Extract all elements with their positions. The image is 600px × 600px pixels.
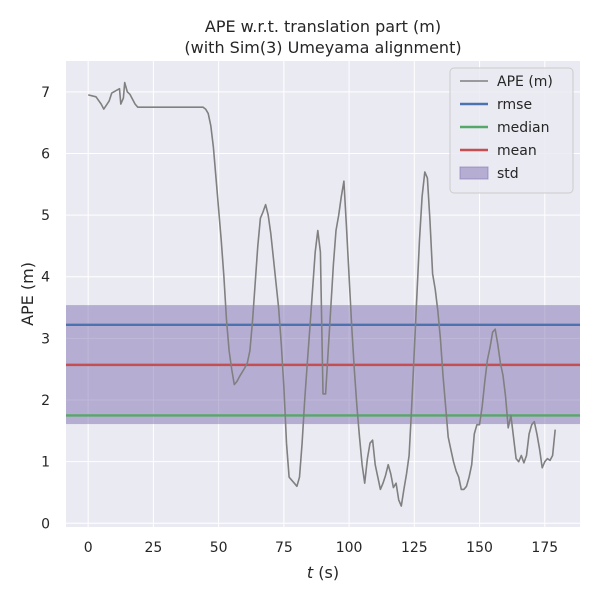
x-tick-label: 150 — [466, 540, 493, 556]
y-tick-label: 3 — [41, 331, 50, 347]
x-axis-unit: (s) — [313, 563, 339, 582]
x-tick-labels: 0 25 50 75 100 125 150 175 — [84, 540, 558, 556]
legend-label: std — [497, 166, 519, 182]
chart-title-line-1: APE w.r.t. translation part (m) — [205, 17, 441, 36]
x-tick-label: 100 — [336, 540, 363, 556]
legend-label: mean — [497, 143, 537, 159]
y-axis-label: APE (m) — [18, 262, 37, 326]
x-tick-label: 125 — [401, 540, 428, 556]
x-tick-label: 50 — [210, 540, 228, 556]
y-tick-label: 7 — [41, 85, 50, 101]
x-tick-label: 75 — [275, 540, 293, 556]
ape-series-line — [88, 81, 556, 507]
legend-box — [449, 67, 574, 194]
legend: APE (m) rmse median mean std — [449, 67, 574, 194]
x-tick-label: 175 — [531, 540, 558, 556]
y-tick-label: 4 — [41, 270, 50, 286]
y-tick-label: 2 — [41, 393, 50, 409]
x-axis-variable: t — [307, 563, 314, 582]
y-tick-label: 5 — [41, 208, 50, 224]
y-tick-labels: 0 1 2 3 4 5 6 7 — [41, 85, 50, 532]
x-tick-label: 0 — [84, 540, 93, 556]
chart-title-line-2: (with Sim(3) Umeyama alignment) — [184, 38, 461, 57]
x-tick-label: 25 — [144, 540, 162, 556]
legend-label: median — [497, 120, 549, 136]
legend-label: rmse — [497, 97, 532, 113]
y-tick-label: 0 — [41, 516, 50, 532]
x-axis-label: t (s) — [307, 563, 339, 582]
y-tick-label: 6 — [41, 146, 50, 162]
legend-label: APE (m) — [497, 74, 553, 90]
y-tick-label: 1 — [41, 455, 50, 471]
legend-swatch — [459, 166, 489, 180]
series-layer — [88, 81, 556, 507]
